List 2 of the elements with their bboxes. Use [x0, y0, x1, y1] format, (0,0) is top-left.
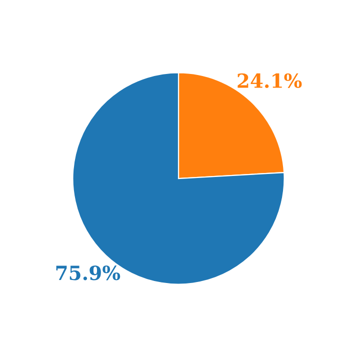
data-label: 24.1% — [238, 73, 302, 88]
data-label: 75.9% — [56, 266, 120, 280]
